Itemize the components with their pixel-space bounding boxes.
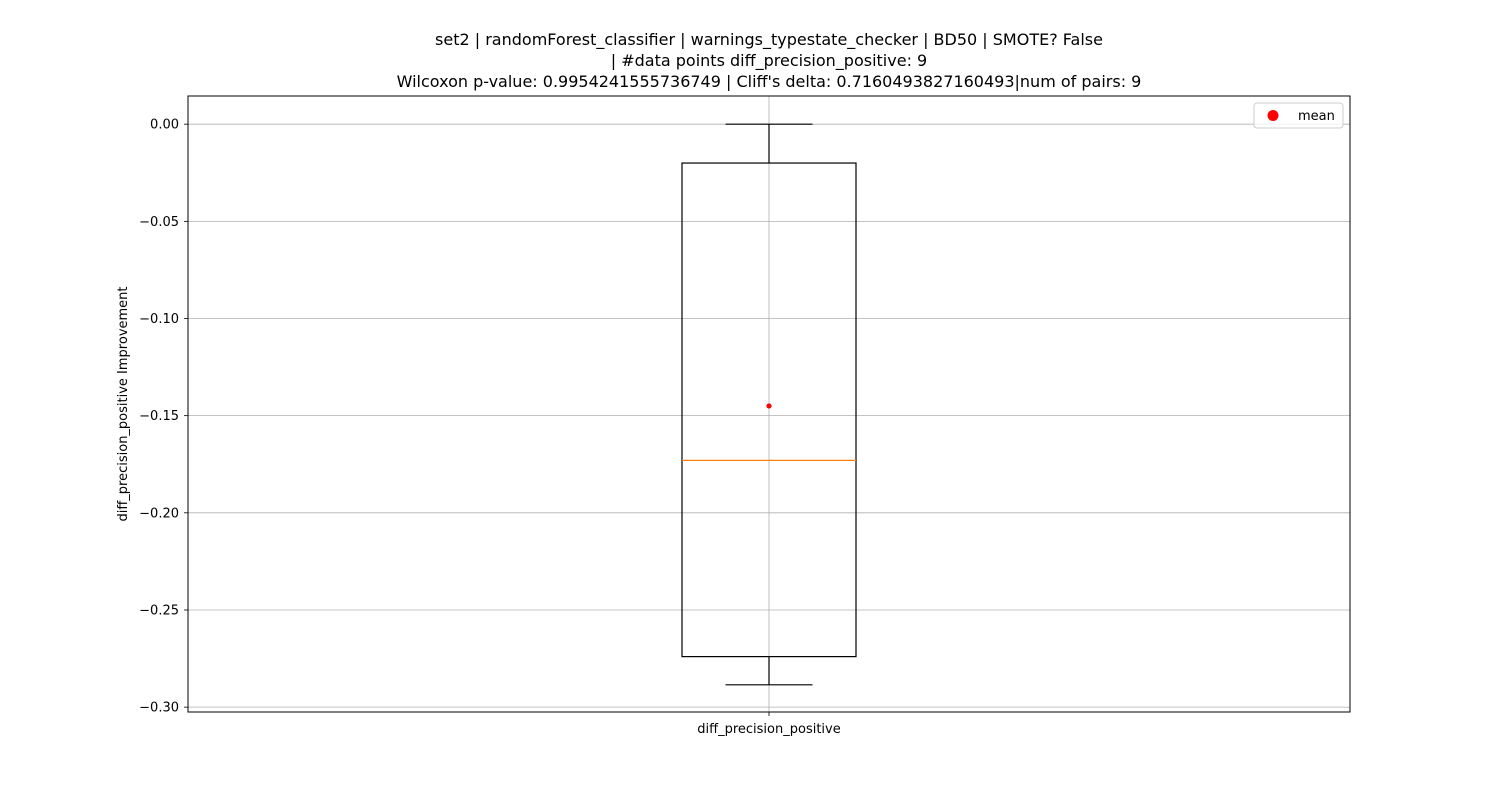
y-tick-label: −0.30 — [139, 701, 179, 716]
legend-mean-marker — [1267, 110, 1279, 121]
chart-title-line-3: Wilcoxon p-value: 0.9954241555736749 | C… — [396, 72, 1142, 91]
x-tick-label: diff_precision_positive — [697, 722, 840, 737]
y-tick-label: −0.25 — [139, 603, 179, 618]
legend-mean-label: mean — [1298, 109, 1335, 124]
y-tick-label: −0.15 — [139, 409, 179, 424]
mean-marker — [766, 403, 772, 409]
iqr-box — [681, 162, 857, 658]
chart-title-line-1: set2 | randomForest_classifier | warning… — [435, 30, 1103, 49]
legend: mean — [1253, 102, 1344, 129]
tick-layer: 0.00 −0.05 −0.10 −0.15 −0.20 −0.25 −0.30 diff_p… — [139, 118, 841, 737]
y-tick-label: −0.20 — [139, 506, 179, 521]
y-tick-label: 0.00 — [150, 118, 179, 133]
y-tick-label: −0.10 — [139, 312, 179, 327]
box-layer — [681, 123, 857, 686]
chart-title-line-2: | #data points diff_precision_positive: … — [610, 51, 928, 70]
y-axis-label: diff_precision_positive Improvement — [116, 286, 131, 521]
legend-box — [1253, 102, 1344, 129]
y-tick-label: −0.05 — [139, 215, 179, 230]
